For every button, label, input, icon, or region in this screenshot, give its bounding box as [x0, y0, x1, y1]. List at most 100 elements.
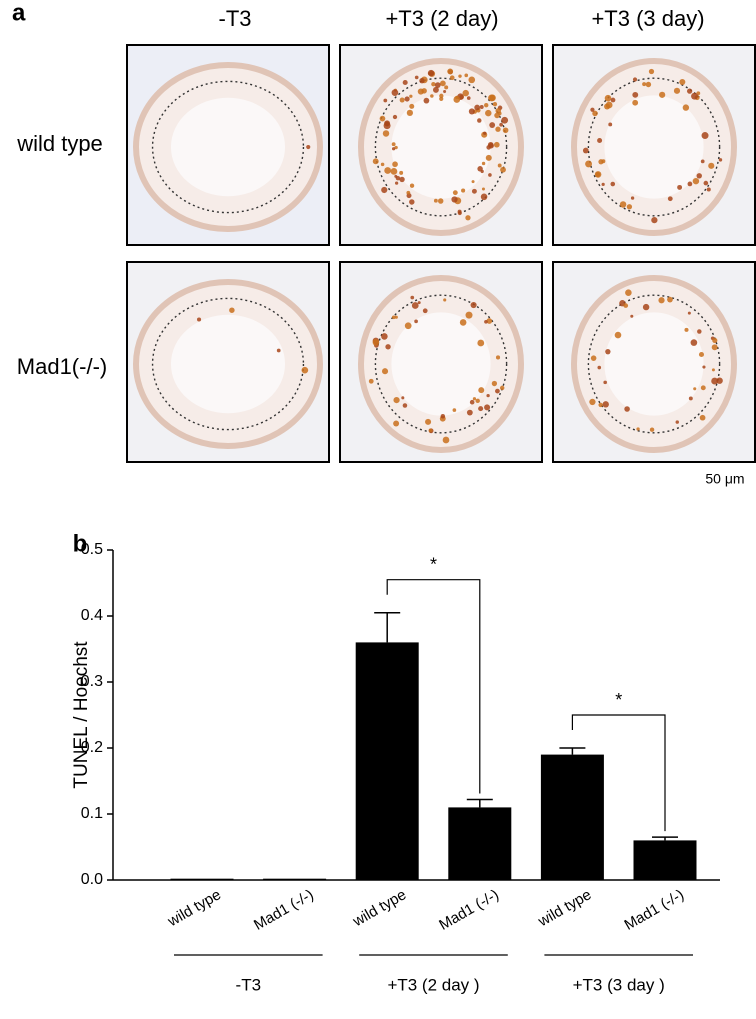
stain	[468, 76, 476, 84]
stain	[677, 184, 683, 190]
stain	[604, 94, 612, 102]
row-label: wild type	[16, 131, 103, 156]
lumen	[391, 95, 491, 199]
group-label: +T3 (2 day )	[387, 975, 479, 994]
stain	[466, 409, 473, 416]
stain	[491, 380, 498, 387]
stain	[483, 131, 487, 135]
outline	[587, 77, 721, 217]
stain	[478, 406, 484, 412]
stain	[465, 311, 473, 319]
stain	[394, 145, 398, 150]
column-header: -T3	[219, 6, 252, 31]
stain	[439, 93, 444, 99]
stain	[391, 142, 396, 147]
stain	[673, 87, 681, 94]
stain	[471, 180, 475, 184]
outline	[151, 297, 305, 431]
stain	[601, 182, 605, 186]
stain	[658, 297, 665, 304]
stain	[455, 95, 459, 100]
stain	[399, 176, 405, 183]
significance-mark: *	[430, 554, 437, 574]
stain	[682, 104, 690, 111]
stain	[394, 174, 398, 178]
stain	[409, 103, 415, 109]
stain	[406, 190, 411, 195]
stain	[582, 147, 589, 154]
stain	[452, 408, 457, 412]
stain	[381, 186, 388, 194]
y-tick-label: 0.1	[81, 805, 103, 822]
stain	[465, 215, 471, 221]
stain	[391, 315, 396, 320]
stain	[453, 96, 461, 103]
lumen	[391, 312, 491, 416]
stain	[592, 110, 598, 117]
stain	[636, 427, 640, 431]
stain	[594, 171, 602, 178]
stain	[690, 339, 698, 346]
stain	[716, 377, 723, 384]
stain	[687, 311, 691, 315]
stain	[443, 90, 447, 94]
stain	[686, 88, 693, 94]
y-tick-label: 0.4	[81, 607, 103, 624]
stain	[711, 344, 718, 351]
stain	[590, 107, 595, 112]
stain	[402, 79, 408, 86]
stain	[480, 169, 484, 174]
stain	[488, 173, 492, 177]
stain	[700, 385, 706, 391]
stain	[372, 339, 380, 346]
stain	[384, 167, 392, 174]
stain	[494, 112, 500, 119]
stain	[624, 406, 630, 412]
stain	[489, 122, 496, 128]
stain	[472, 397, 477, 401]
stain	[392, 114, 398, 120]
stain	[589, 398, 596, 406]
stain	[419, 77, 425, 84]
stain	[390, 168, 398, 175]
stain	[598, 159, 604, 165]
stain	[451, 196, 458, 203]
stain	[385, 344, 391, 350]
x-tick-label: Mad1 (-/-)	[621, 886, 687, 934]
stain	[392, 161, 398, 168]
column-header: +T3 (2 day)	[385, 6, 498, 31]
outline	[374, 294, 508, 434]
stain	[610, 181, 616, 187]
y-tick-label: 0.3	[81, 673, 103, 690]
stain	[632, 91, 639, 98]
stain	[379, 115, 386, 122]
stain	[630, 196, 635, 200]
stain	[401, 396, 405, 400]
stain	[477, 339, 485, 347]
stain	[481, 187, 485, 191]
stain	[430, 94, 434, 98]
stain	[399, 97, 405, 103]
group-label: -T3	[236, 975, 262, 994]
stain	[477, 118, 482, 123]
stain	[393, 420, 400, 427]
x-tick-label: wild type	[349, 886, 409, 930]
stain	[648, 68, 655, 75]
stain	[699, 414, 706, 421]
stain	[423, 97, 430, 104]
stain	[391, 147, 396, 151]
stain	[431, 82, 436, 87]
stain	[468, 108, 475, 115]
stain	[502, 127, 509, 134]
stain	[197, 317, 202, 322]
stain	[381, 333, 388, 340]
stain	[464, 73, 469, 78]
stain	[619, 201, 627, 208]
stain	[276, 348, 281, 353]
stain	[632, 77, 638, 82]
y-tick-label: 0.2	[81, 739, 103, 756]
x-tick-label: wild type	[534, 886, 594, 930]
stain	[706, 187, 711, 192]
stain	[469, 399, 475, 405]
